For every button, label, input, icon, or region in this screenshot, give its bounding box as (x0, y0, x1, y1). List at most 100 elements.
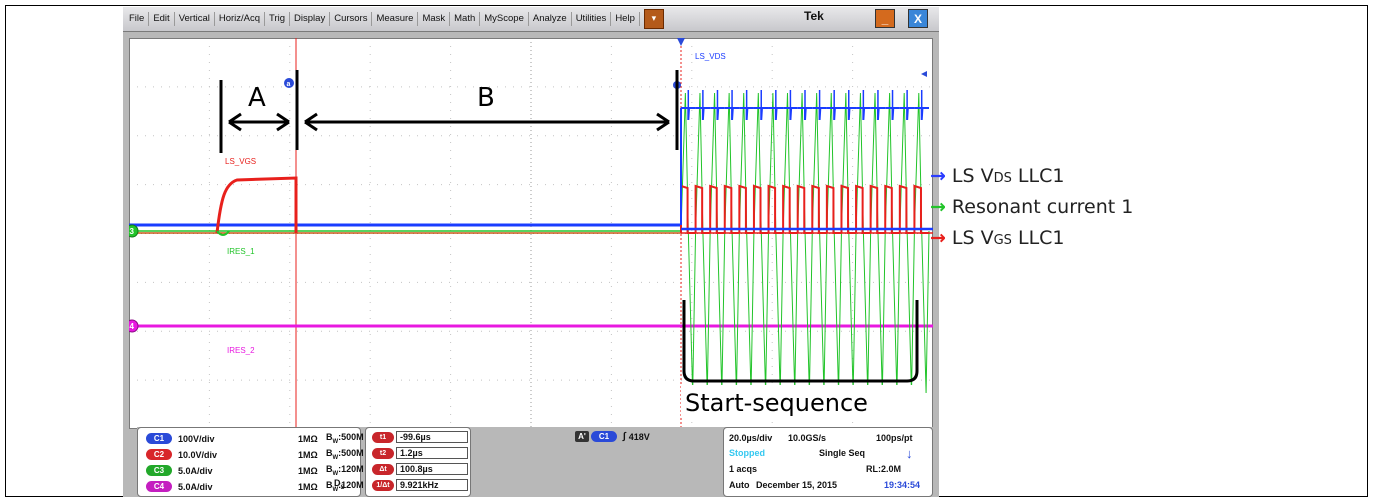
cursor-value: 1.2µs (396, 447, 468, 459)
ch2-vgs-cycle (884, 184, 900, 234)
legend-arrow-icon: → (930, 226, 946, 249)
menu-item-myscope[interactable]: MyScope (480, 12, 529, 26)
ch3-resonant-cycle (738, 92, 755, 394)
channel-badge: C1 (146, 433, 172, 444)
channel-termination: 1MΩ (298, 449, 318, 460)
start-sequence-bracket (682, 300, 919, 383)
menu-item-math[interactable]: Math (450, 12, 481, 26)
menu-item-vertical[interactable]: Vertical (175, 12, 215, 26)
ch2-vgs-cycle (855, 184, 871, 234)
channel-row-3[interactable]: C3 5.0A/div 1MΩ BW:120M (146, 464, 364, 477)
ch1-vds-cycle (797, 107, 813, 121)
acq-mode: Single Seq (819, 448, 866, 458)
menu-dropdown-arrow-icon[interactable]: ▾ (643, 9, 664, 29)
channel-settings-pane[interactable]: C1 100V/div 1MΩ BW:500M C2 10.0V/div 1MΩ BW:500… (137, 427, 364, 497)
ch2-vgs-cycle (680, 184, 696, 234)
ds-indicator: DS (334, 478, 345, 491)
ch2-vgs-cycle (898, 184, 915, 234)
channel-scale: 5.0A/div (178, 465, 213, 476)
ch3-resonant-cycle (899, 92, 915, 394)
menu-item-trig[interactable]: Trig (265, 12, 291, 26)
ch1-vds-cycle (753, 107, 769, 121)
trigger-level: 418V (628, 431, 650, 442)
legend-item: → LS VGS LLC1 (930, 222, 1133, 253)
ch3-resonant-cycle (811, 92, 828, 394)
ch3-marker (129, 224, 139, 238)
trigger-pane[interactable]: A' C1 ∫ 418V (475, 427, 701, 497)
menu-item-mask[interactable]: Mask (418, 12, 451, 26)
menu-item-help[interactable]: Help (611, 12, 640, 26)
cursor-a-marker (284, 78, 294, 88)
ch3-resonant-cycle (840, 92, 857, 394)
acquisition-pane[interactable]: 20.0µs/div 10.0GS/s 100ps/pt Stopped Sin… (723, 427, 933, 497)
channel-row-4[interactable]: C4 5.0A/div 1MΩ BW:120M (146, 480, 364, 493)
minimize-button[interactable]: _ (875, 9, 895, 28)
menu-item-utilities[interactable]: Utilities (572, 12, 612, 26)
cursor-badge: t1 (372, 432, 394, 443)
annotation-a: A (248, 83, 266, 113)
label-ires-2: IRES_2 (227, 346, 255, 355)
channel-bandwidth: BW:120M (326, 480, 364, 493)
legend-label: LS VGS LLC1 (951, 226, 1065, 249)
menu-items: File Edit Vertical Horiz/Acq Trig Display Curs… (123, 7, 640, 31)
ch2-vgs-cycle (738, 184, 754, 234)
close-button[interactable]: X (908, 9, 928, 28)
legend-label: Resonant current 1 (951, 195, 1134, 218)
label-ls-vgs: LS_VGS (225, 157, 256, 166)
ch1-vds-cycle (914, 107, 929, 121)
cursor-value: 100.8µs (396, 463, 468, 475)
ch1-vds-cycle (710, 107, 725, 121)
b-arrowheads (304, 112, 670, 132)
ch3-resonant-cycle (870, 92, 886, 394)
menu-item-file[interactable]: File (125, 12, 150, 26)
cursor-value: 9.921kHz (396, 479, 468, 491)
channel-bandwidth: BW:120M (326, 464, 364, 477)
channel-row-2[interactable]: C2 10.0V/div 1MΩ BW:500M (146, 448, 364, 461)
ch4-marker-label: 4 (130, 322, 135, 331)
acq-time: 19:34:54 (884, 480, 921, 490)
resolution: 100ps/pt (876, 433, 913, 443)
trigger-a-badge: A' (575, 431, 589, 442)
channel-badge: C3 (146, 465, 172, 476)
ch1-vds-cycle (841, 107, 857, 121)
trace-legend: → LS VDS LLC1 → Resonant current 1 → LS VGS L… (930, 160, 1133, 253)
ch2-vgs-cycle (752, 184, 769, 234)
status-bar: C1 100V/div 1MΩ BW:500M C2 10.0V/div 1MΩ BW:500… (137, 427, 933, 497)
ch3-resonant-cycle (884, 92, 901, 394)
legend-arrow-icon: → (930, 195, 946, 218)
cursor-a-marker-label: a (287, 81, 291, 88)
ch3-dip (216, 230, 230, 236)
ch3-resonant-cycle (768, 92, 784, 394)
ch4-marker (129, 319, 139, 333)
menu-item-cursors[interactable]: Cursors (330, 12, 373, 26)
cursor-readout-pane[interactable]: t1 -99.6µs t2 1.2µs Δt 100.8µs 1/Δt 9.921kHz (365, 427, 471, 497)
acq-date: December 15, 2015 (756, 480, 838, 490)
traces (129, 38, 933, 429)
channel-row-1[interactable]: C1 100V/div 1MΩ BW:500M (146, 432, 364, 445)
channel-badge: C4 (146, 481, 172, 492)
record-length: RL:2.0M (866, 464, 902, 474)
timebase: 20.0µs/div (729, 433, 773, 443)
menu-item-horiz-acq[interactable]: Horiz/Acq (215, 12, 266, 26)
cursor-badge: Δt (372, 464, 394, 475)
acq-state: Stopped (729, 448, 765, 458)
ch3-resonant-cycle (695, 92, 711, 394)
ch1-vds-cycle (783, 107, 798, 121)
ch2-vgs-cycle (840, 184, 857, 234)
menu-item-measure[interactable]: Measure (372, 12, 419, 26)
menu-item-display[interactable]: Display (290, 12, 331, 26)
menu-item-analyze[interactable]: Analyze (529, 12, 572, 26)
ch1-vds-cycle (695, 107, 711, 121)
label-ires-1: IRES_1 (227, 247, 255, 256)
waveform-canvas: LS_VGS LS_VDS IRES_1 IRES_2 3 4 a A B Start-seque… (129, 38, 933, 429)
ch1-vds-cycle (885, 107, 900, 121)
menu-item-edit[interactable]: Edit (149, 12, 175, 26)
a-arrowheads (228, 112, 290, 132)
waveform-display[interactable]: LS_VGS LS_VDS IRES_1 IRES_2 3 4 a A B Start-seque… (129, 38, 933, 429)
ch1-vds-cycle (739, 107, 754, 121)
ch3-resonant-cycle (855, 92, 872, 394)
cursor-badge: t2 (372, 448, 394, 459)
ch1-vds-cycle (856, 107, 871, 121)
ch1-vds-cycle (681, 107, 696, 121)
cursor-badge: 1/Δt (372, 480, 394, 491)
